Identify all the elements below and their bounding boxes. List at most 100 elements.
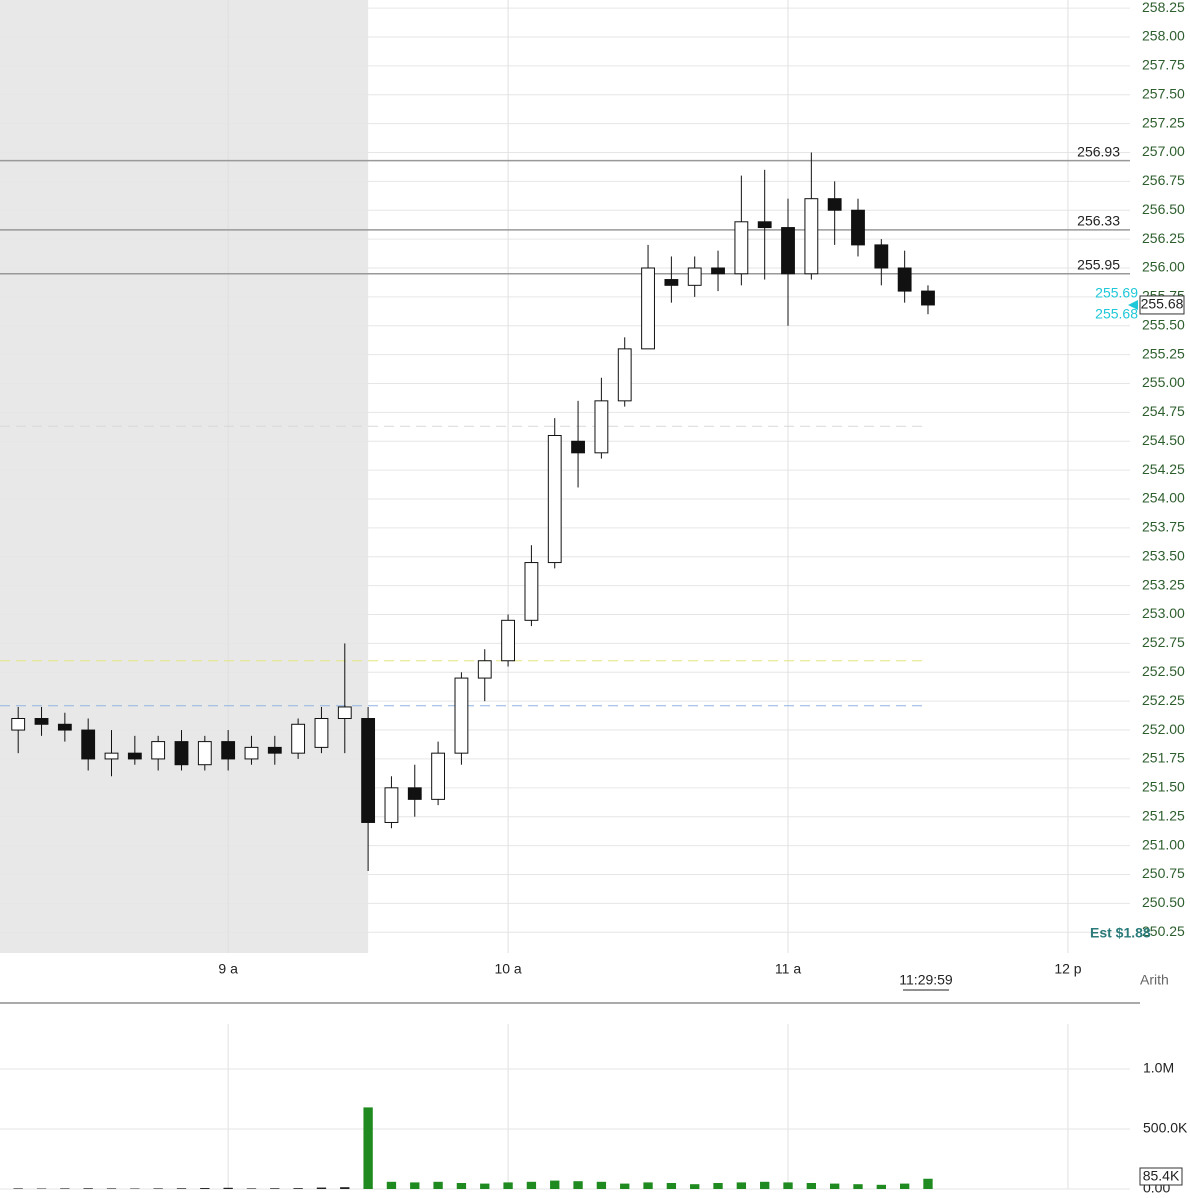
volume-bar [106,1188,117,1189]
candle-body [197,741,212,766]
candle-body [314,718,329,748]
y-tick-label: 254.25 [1142,461,1185,477]
y-tick-label: 251.25 [1142,807,1185,823]
candle-body [664,279,679,286]
volume-bar [690,1184,700,1189]
y-tick-label: 253.50 [1142,547,1185,563]
candle-body [594,400,609,454]
volume-bar [433,1181,443,1189]
y-tick-label: 257.50 [1142,85,1185,101]
y-tick-label: 250.75 [1142,865,1185,881]
volume-bar [386,1181,397,1189]
last-price-box [1139,295,1185,315]
estimate-label: Est $1.88 [1090,925,1151,941]
candle-body [757,221,772,229]
candle-body [34,718,49,725]
volume-bar [620,1183,630,1189]
volume-bar [830,1183,840,1189]
y-tick-label: 252.25 [1142,692,1185,708]
candle-body [57,723,72,731]
candle-body [454,677,469,754]
candle-body [477,660,492,679]
cursor-time: 11:29:59 [899,972,953,988]
candle-body [291,723,306,754]
volume-bar [713,1183,723,1189]
volume-bar [806,1183,817,1189]
volume-bar [246,1188,257,1189]
candle-body [127,752,142,760]
y-tick-label: 256.00 [1142,259,1185,275]
y-tick-label: 250.25 [1142,923,1185,939]
volume-bar [480,1183,490,1189]
candle-body [897,267,912,292]
premarket-shade [0,0,369,953]
volume-bar [316,1187,327,1189]
volume-bar [153,1188,163,1189]
y-tick-label: 255.00 [1142,374,1185,390]
last-volume-box [1139,1167,1183,1186]
x-tick-label: 12 p [1054,961,1081,977]
candle-body [11,718,26,731]
y-tick-label: 254.75 [1142,403,1185,419]
candle-body [221,741,236,760]
y-tick-label: 251.00 [1142,836,1185,852]
volume-bar [223,1187,233,1189]
x-tick-label: 10 a [494,961,521,977]
candle-body [641,267,655,350]
y-tick-label: 258.00 [1142,28,1185,44]
volume-bar [573,1181,583,1189]
volume-bar [410,1182,420,1189]
y-tick-label: 256.75 [1142,172,1185,188]
level-label: 255.95 [1077,256,1120,272]
candle-body [244,746,259,760]
candle-body [617,348,632,402]
candle-body [781,227,795,275]
volume-bar [526,1181,537,1189]
candle-body [104,752,119,760]
volume-bar [736,1182,747,1189]
level-label: 256.93 [1077,143,1120,159]
candle-body [337,706,352,720]
volume-bar [783,1182,793,1189]
volume-bar [456,1183,467,1189]
last-price-label: 255.68 [1141,296,1184,312]
y-tick-label: 253.75 [1142,519,1185,535]
candle-body [921,290,935,306]
volume-bar [200,1188,210,1189]
candle-body [361,718,376,823]
y-tick-label: 255.50 [1142,316,1185,332]
y-tick-label: 258.25 [1142,0,1185,15]
candle-body [687,267,702,286]
volume-bar [876,1184,886,1189]
candle-body [151,741,166,760]
volume-bar [293,1188,303,1189]
candle-body [547,434,562,564]
y-tick-label: 252.75 [1142,634,1185,650]
scale-mode[interactable]: Arith [1140,972,1169,988]
last-price-arrow [1128,299,1138,310]
x-tick-label: 9 a [218,961,238,977]
volume-bar [550,1180,560,1189]
volume-bar [83,1188,93,1189]
y-tick-label: 251.50 [1142,779,1185,795]
candle-body [431,752,446,800]
candle-body [384,787,399,823]
volume-bar [643,1182,653,1189]
candle-body [711,267,725,275]
y-tick-label: 254.50 [1142,432,1185,448]
candle-body [827,198,842,211]
volume-bar [853,1184,863,1189]
volume-bar [340,1187,350,1189]
bid-ask-label: 255.68 [1095,306,1138,322]
last-volume-label: 85.4K [1143,1168,1180,1184]
candle-body [407,787,422,800]
candle-body [804,198,819,275]
candle-body [874,244,889,269]
candle-body [851,209,865,246]
volume-bar [596,1181,607,1189]
candle-body [267,746,282,754]
candle-body [524,562,539,621]
y-tick-label: 254.00 [1142,490,1185,506]
y-tick-label: 500.0K [1143,1120,1188,1136]
